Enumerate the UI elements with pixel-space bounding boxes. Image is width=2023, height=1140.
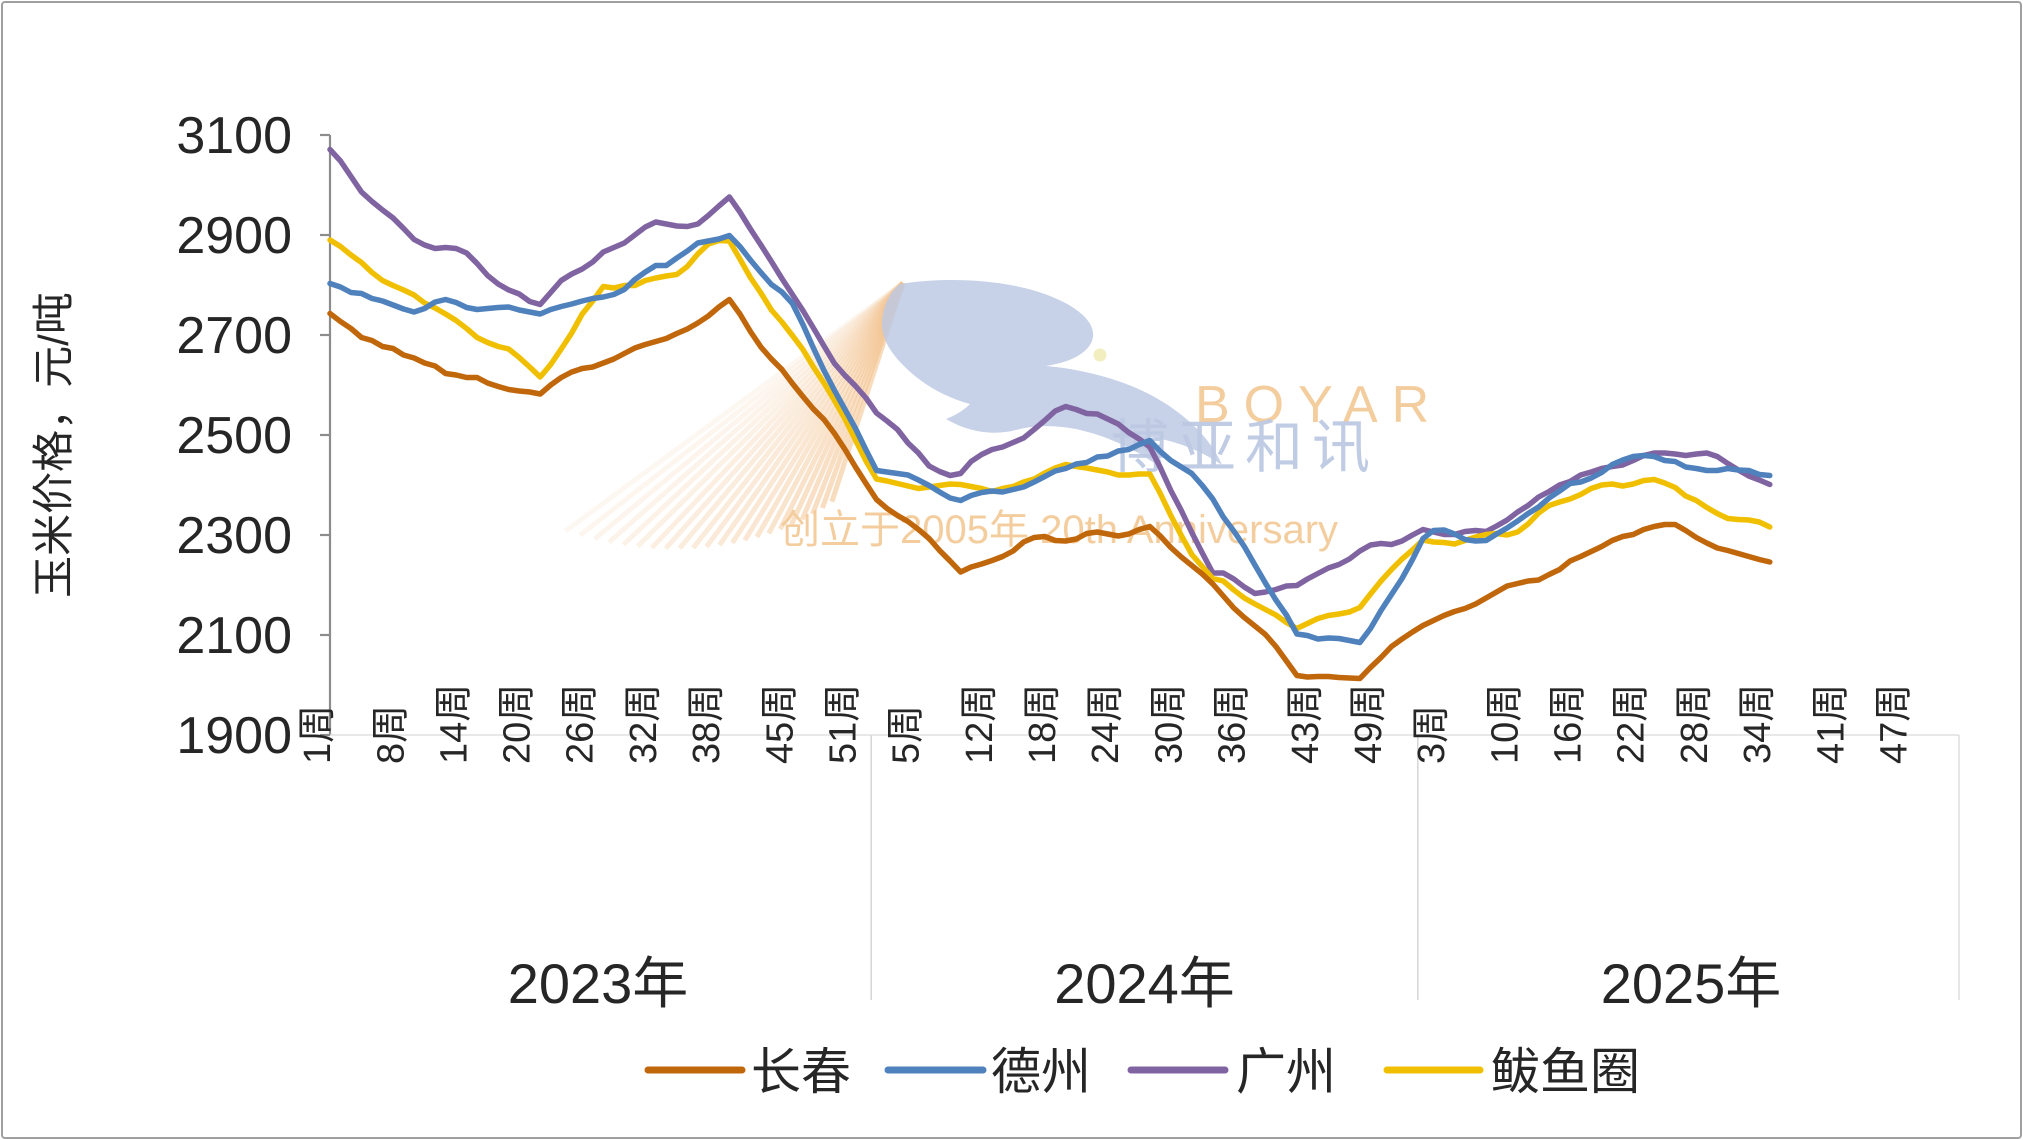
svg-text:2024年: 2024年 [1054, 952, 1235, 1015]
svg-text:2023年: 2023年 [508, 952, 689, 1015]
svg-text:41周: 41周 [1810, 684, 1852, 764]
svg-text:20周: 20周 [497, 684, 539, 764]
svg-text:30周: 30周 [1148, 684, 1190, 764]
svg-text:26周: 26周 [560, 684, 602, 764]
svg-text:36周: 36周 [1211, 684, 1253, 764]
svg-text:广州: 广州 [1236, 1044, 1336, 1100]
svg-text:10周: 10周 [1485, 684, 1527, 764]
svg-text:创立于2005年 20th Anniversary: 创立于2005年 20th Anniversary [780, 508, 1338, 552]
svg-text:51周: 51周 [823, 684, 865, 764]
svg-text:12周: 12周 [959, 684, 1001, 764]
svg-text:18周: 18周 [1022, 684, 1064, 764]
svg-text:2700: 2700 [176, 307, 292, 365]
svg-text:49周: 49周 [1348, 684, 1390, 764]
svg-text:2025年: 2025年 [1601, 952, 1782, 1015]
svg-text:5周: 5周 [886, 705, 928, 764]
svg-text:3周: 3周 [1411, 705, 1453, 764]
svg-text:32周: 32周 [623, 684, 665, 764]
svg-text:45周: 45周 [759, 684, 801, 764]
svg-text:1900: 1900 [176, 707, 292, 765]
svg-text:3100: 3100 [176, 107, 292, 165]
svg-text:16周: 16周 [1548, 684, 1590, 764]
svg-text:鲅鱼圈: 鲅鱼圈 [1490, 1044, 1640, 1100]
svg-text:8周: 8周 [371, 705, 413, 764]
svg-text:2900: 2900 [176, 207, 292, 265]
svg-text:2500: 2500 [176, 407, 292, 465]
svg-text:2300: 2300 [176, 507, 292, 565]
svg-text:43周: 43周 [1285, 684, 1327, 764]
svg-text:1周: 1周 [297, 705, 339, 764]
svg-text:德州: 德州 [991, 1044, 1091, 1100]
svg-text:28周: 28周 [1674, 684, 1716, 764]
svg-text:14周: 14周 [434, 684, 476, 764]
svg-text:34周: 34周 [1737, 684, 1779, 764]
svg-text:2100: 2100 [176, 607, 292, 665]
svg-text:玉米价格，元/吨: 玉米价格，元/吨 [30, 292, 77, 598]
svg-text:38周: 38周 [686, 684, 728, 764]
svg-text:22周: 22周 [1611, 684, 1653, 764]
svg-text:24周: 24周 [1085, 684, 1127, 764]
svg-text:长春: 长春 [751, 1044, 851, 1100]
svg-text:47周: 47周 [1874, 684, 1916, 764]
